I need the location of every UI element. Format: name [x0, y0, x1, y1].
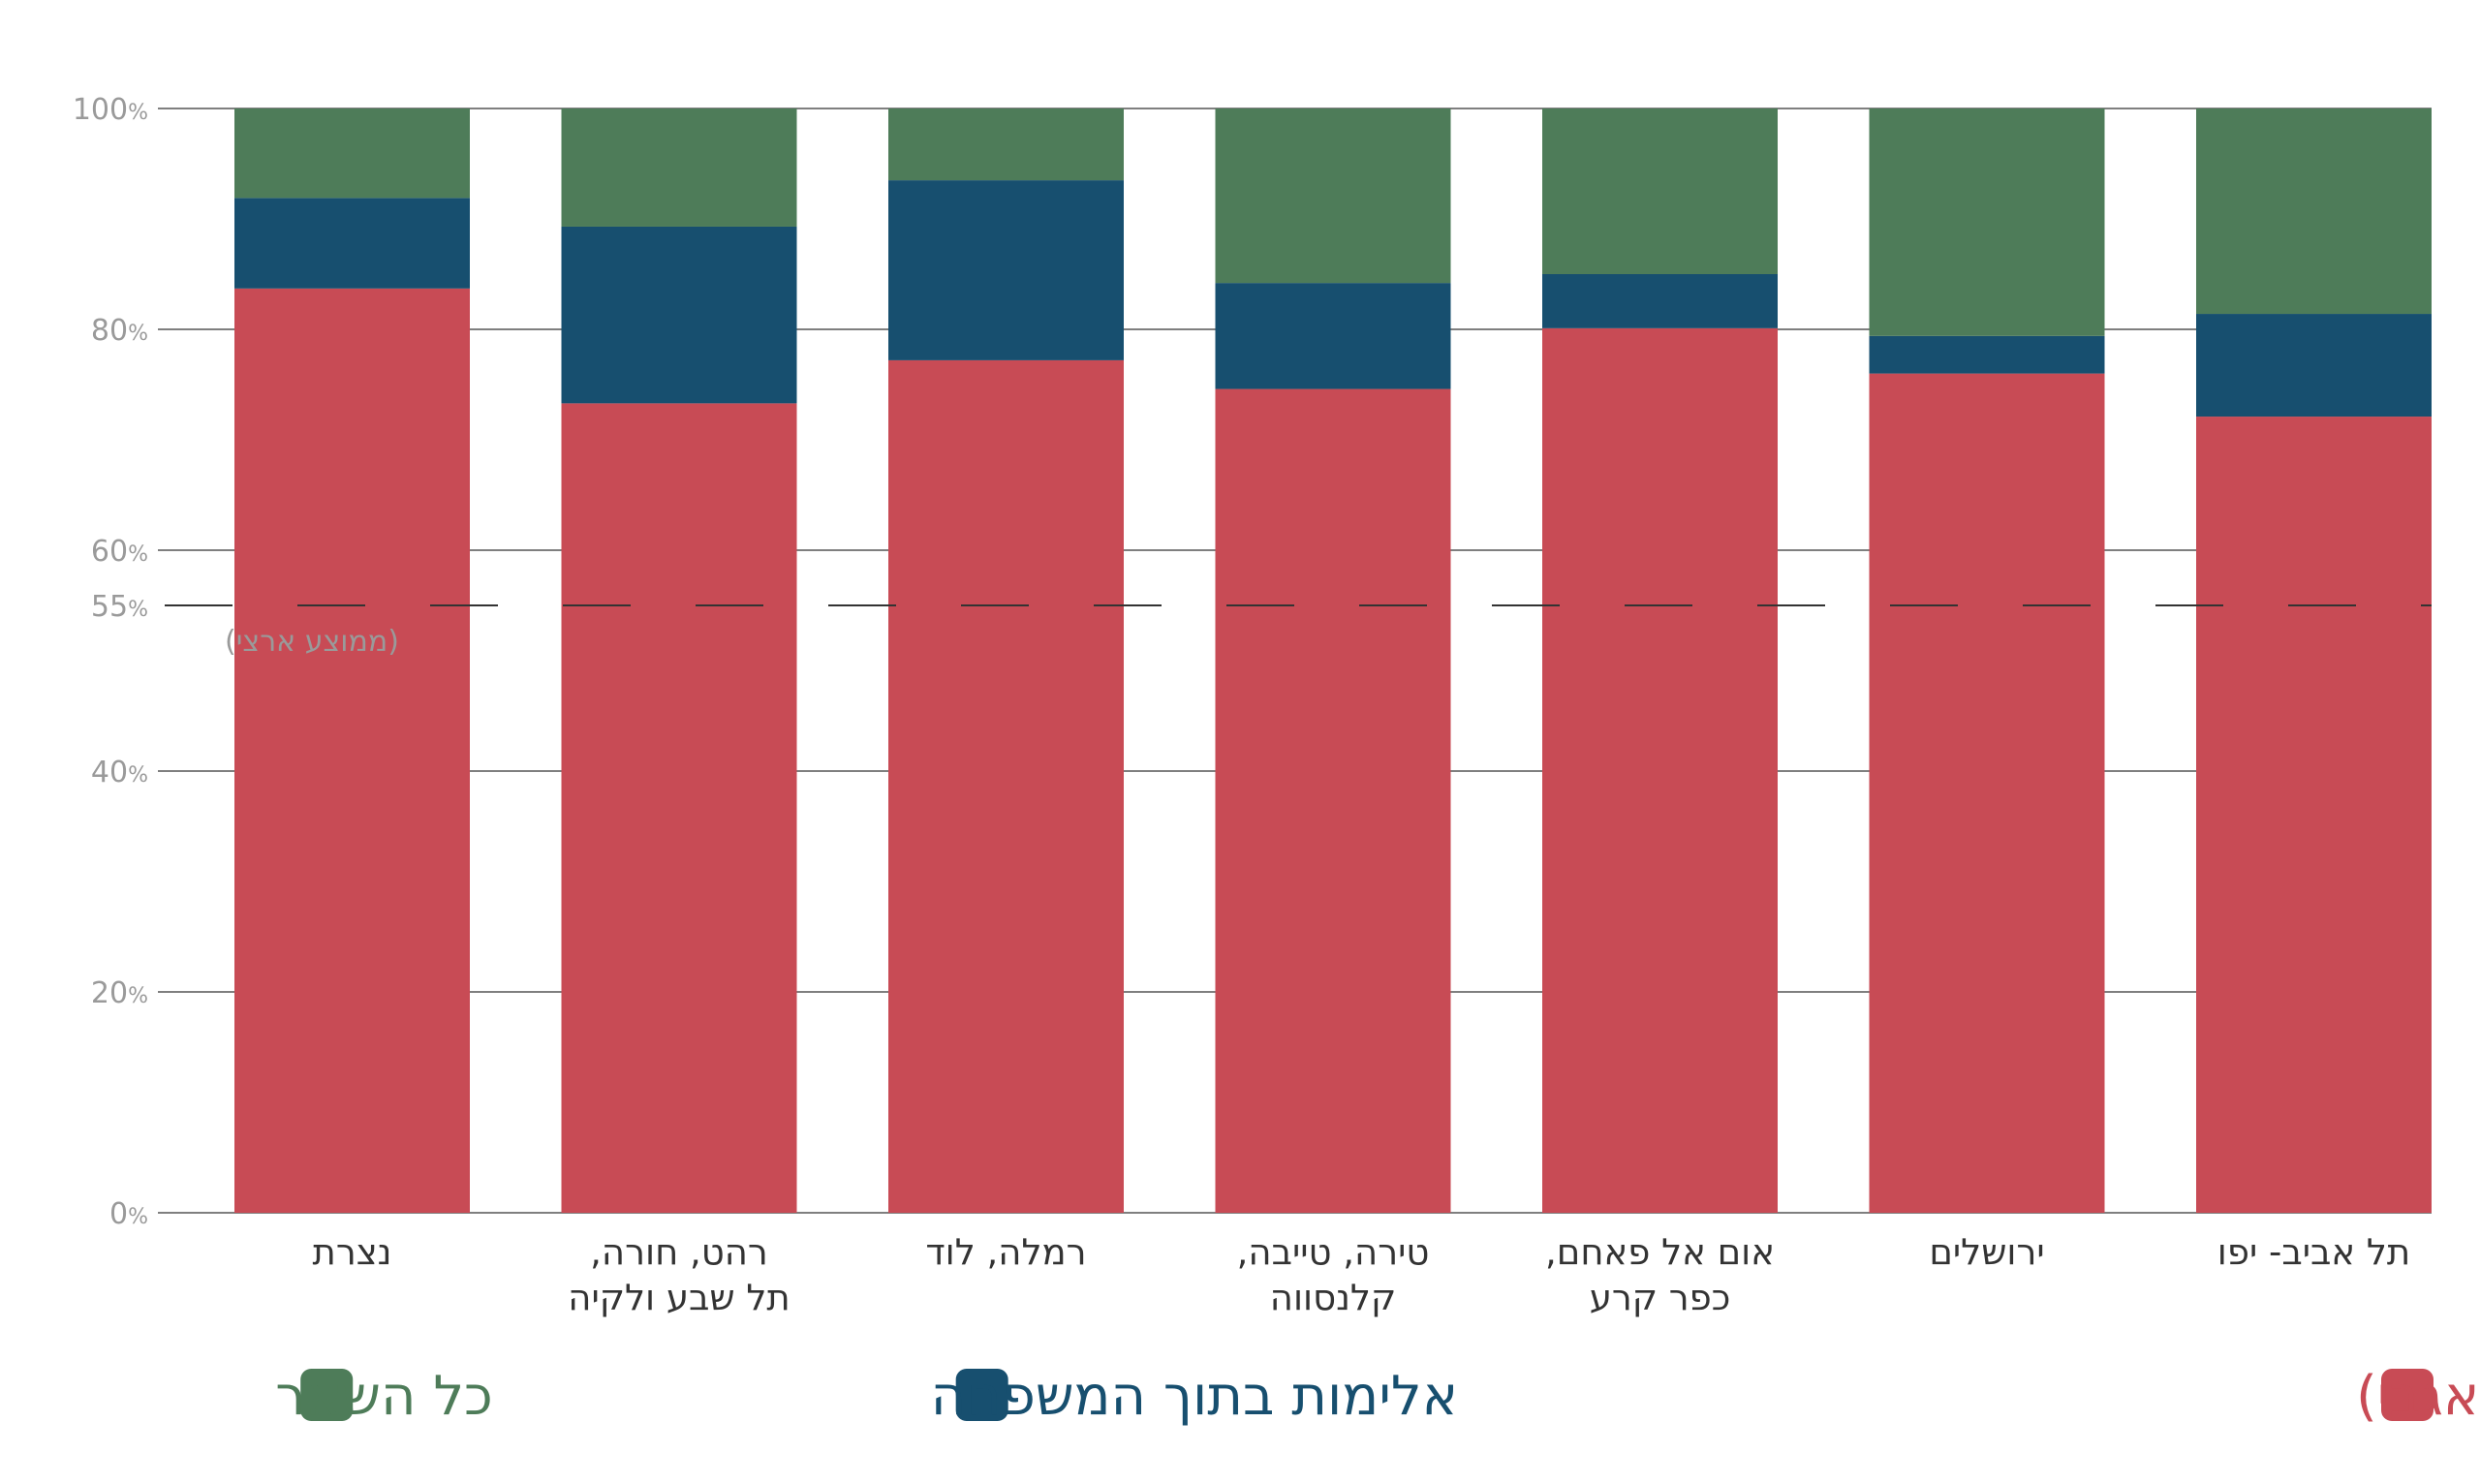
bar-segment [2196, 314, 2432, 417]
bar-segment [234, 108, 470, 199]
x-tick-label: תל שבע ולקיה [568, 1277, 790, 1318]
x-tick-label: נצרת [313, 1231, 392, 1273]
bar-segment [1869, 373, 2105, 1214]
bar-segment [1215, 388, 1451, 1213]
x-tick-label: אום אל פאחם, [1545, 1231, 1775, 1273]
legend: אלימות בין חמולות, ארגוני פשע וכנופיות (… [275, 1365, 2480, 1428]
bar-segment [1542, 108, 1778, 274]
x-tick-label: קלנסווה [1270, 1277, 1396, 1318]
legend-swatch [2381, 1369, 2434, 1421]
x-tick-label: ירושלים [1929, 1231, 2044, 1273]
y-tick-label: 60% [91, 535, 148, 569]
bar-segment [2196, 417, 2432, 1213]
legend-label: אלימות בין חמולות, ארגוני פשע וכנופיות (… [2356, 1365, 2480, 1428]
bar-segment [888, 180, 1124, 360]
x-axis-labels: נצרת רהט, חורה,תל שבע ולקיה רמלה, לוד טירה,… [313, 1231, 2411, 1318]
y-tick-label: 40% [91, 756, 148, 789]
legend-swatch [955, 1369, 1008, 1421]
bars [234, 108, 2432, 1214]
x-tick-label: תל אביב- יפו [2217, 1231, 2410, 1273]
bar-segment [1869, 108, 2105, 336]
legend-label: אלימות בתוך המשפחה [931, 1365, 1458, 1428]
bar-segment [1869, 335, 2105, 374]
bar-segment [1542, 327, 1778, 1213]
bar-segment [561, 403, 797, 1213]
y-axis: 0% 20% 40% 60% 80% 100% [73, 93, 148, 1231]
bar-segment [1542, 274, 1778, 328]
reference-line-group: 55% (ממוצע ארצי) [91, 590, 2432, 659]
y-tick-label: 20% [91, 976, 148, 1010]
x-tick-label: רמלה, לוד [925, 1231, 1086, 1273]
bar-segment [888, 108, 1124, 181]
x-tick-label: טירה, טייבה, [1237, 1231, 1430, 1273]
legend-label: כל השאר [275, 1365, 493, 1428]
bar-segment [1215, 283, 1451, 389]
y-tick-label: 0% [109, 1197, 148, 1231]
bar-segment [1215, 108, 1451, 284]
x-tick-label: רהט, חורה, [590, 1231, 768, 1273]
bar-segment [888, 359, 1124, 1213]
y-tick-label: 80% [91, 314, 148, 348]
y-tick-label: 100% [73, 93, 148, 127]
reference-line-label: 55% [91, 590, 148, 624]
bar-segment [234, 198, 470, 289]
legend-swatch [300, 1369, 354, 1421]
x-tick-label: כפר קרע [1590, 1277, 1731, 1318]
bar-segment [2196, 108, 2432, 315]
reference-line-sublabel: (ממוצע ארצי) [225, 625, 399, 659]
bar-segment [561, 108, 797, 227]
bar-segment [234, 288, 470, 1213]
bar-segment [561, 226, 797, 404]
